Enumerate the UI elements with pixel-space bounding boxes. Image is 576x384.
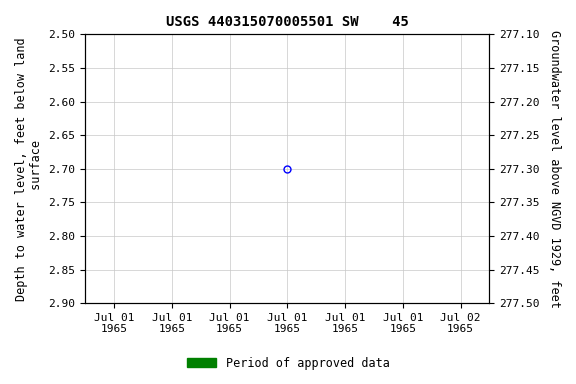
Legend: Period of approved data: Period of approved data xyxy=(182,352,394,374)
Title: USGS 440315070005501 SW    45: USGS 440315070005501 SW 45 xyxy=(166,15,409,29)
Y-axis label: Groundwater level above NGVD 1929, feet: Groundwater level above NGVD 1929, feet xyxy=(548,30,561,308)
Y-axis label: Depth to water level, feet below land
 surface: Depth to water level, feet below land su… xyxy=(15,37,43,301)
